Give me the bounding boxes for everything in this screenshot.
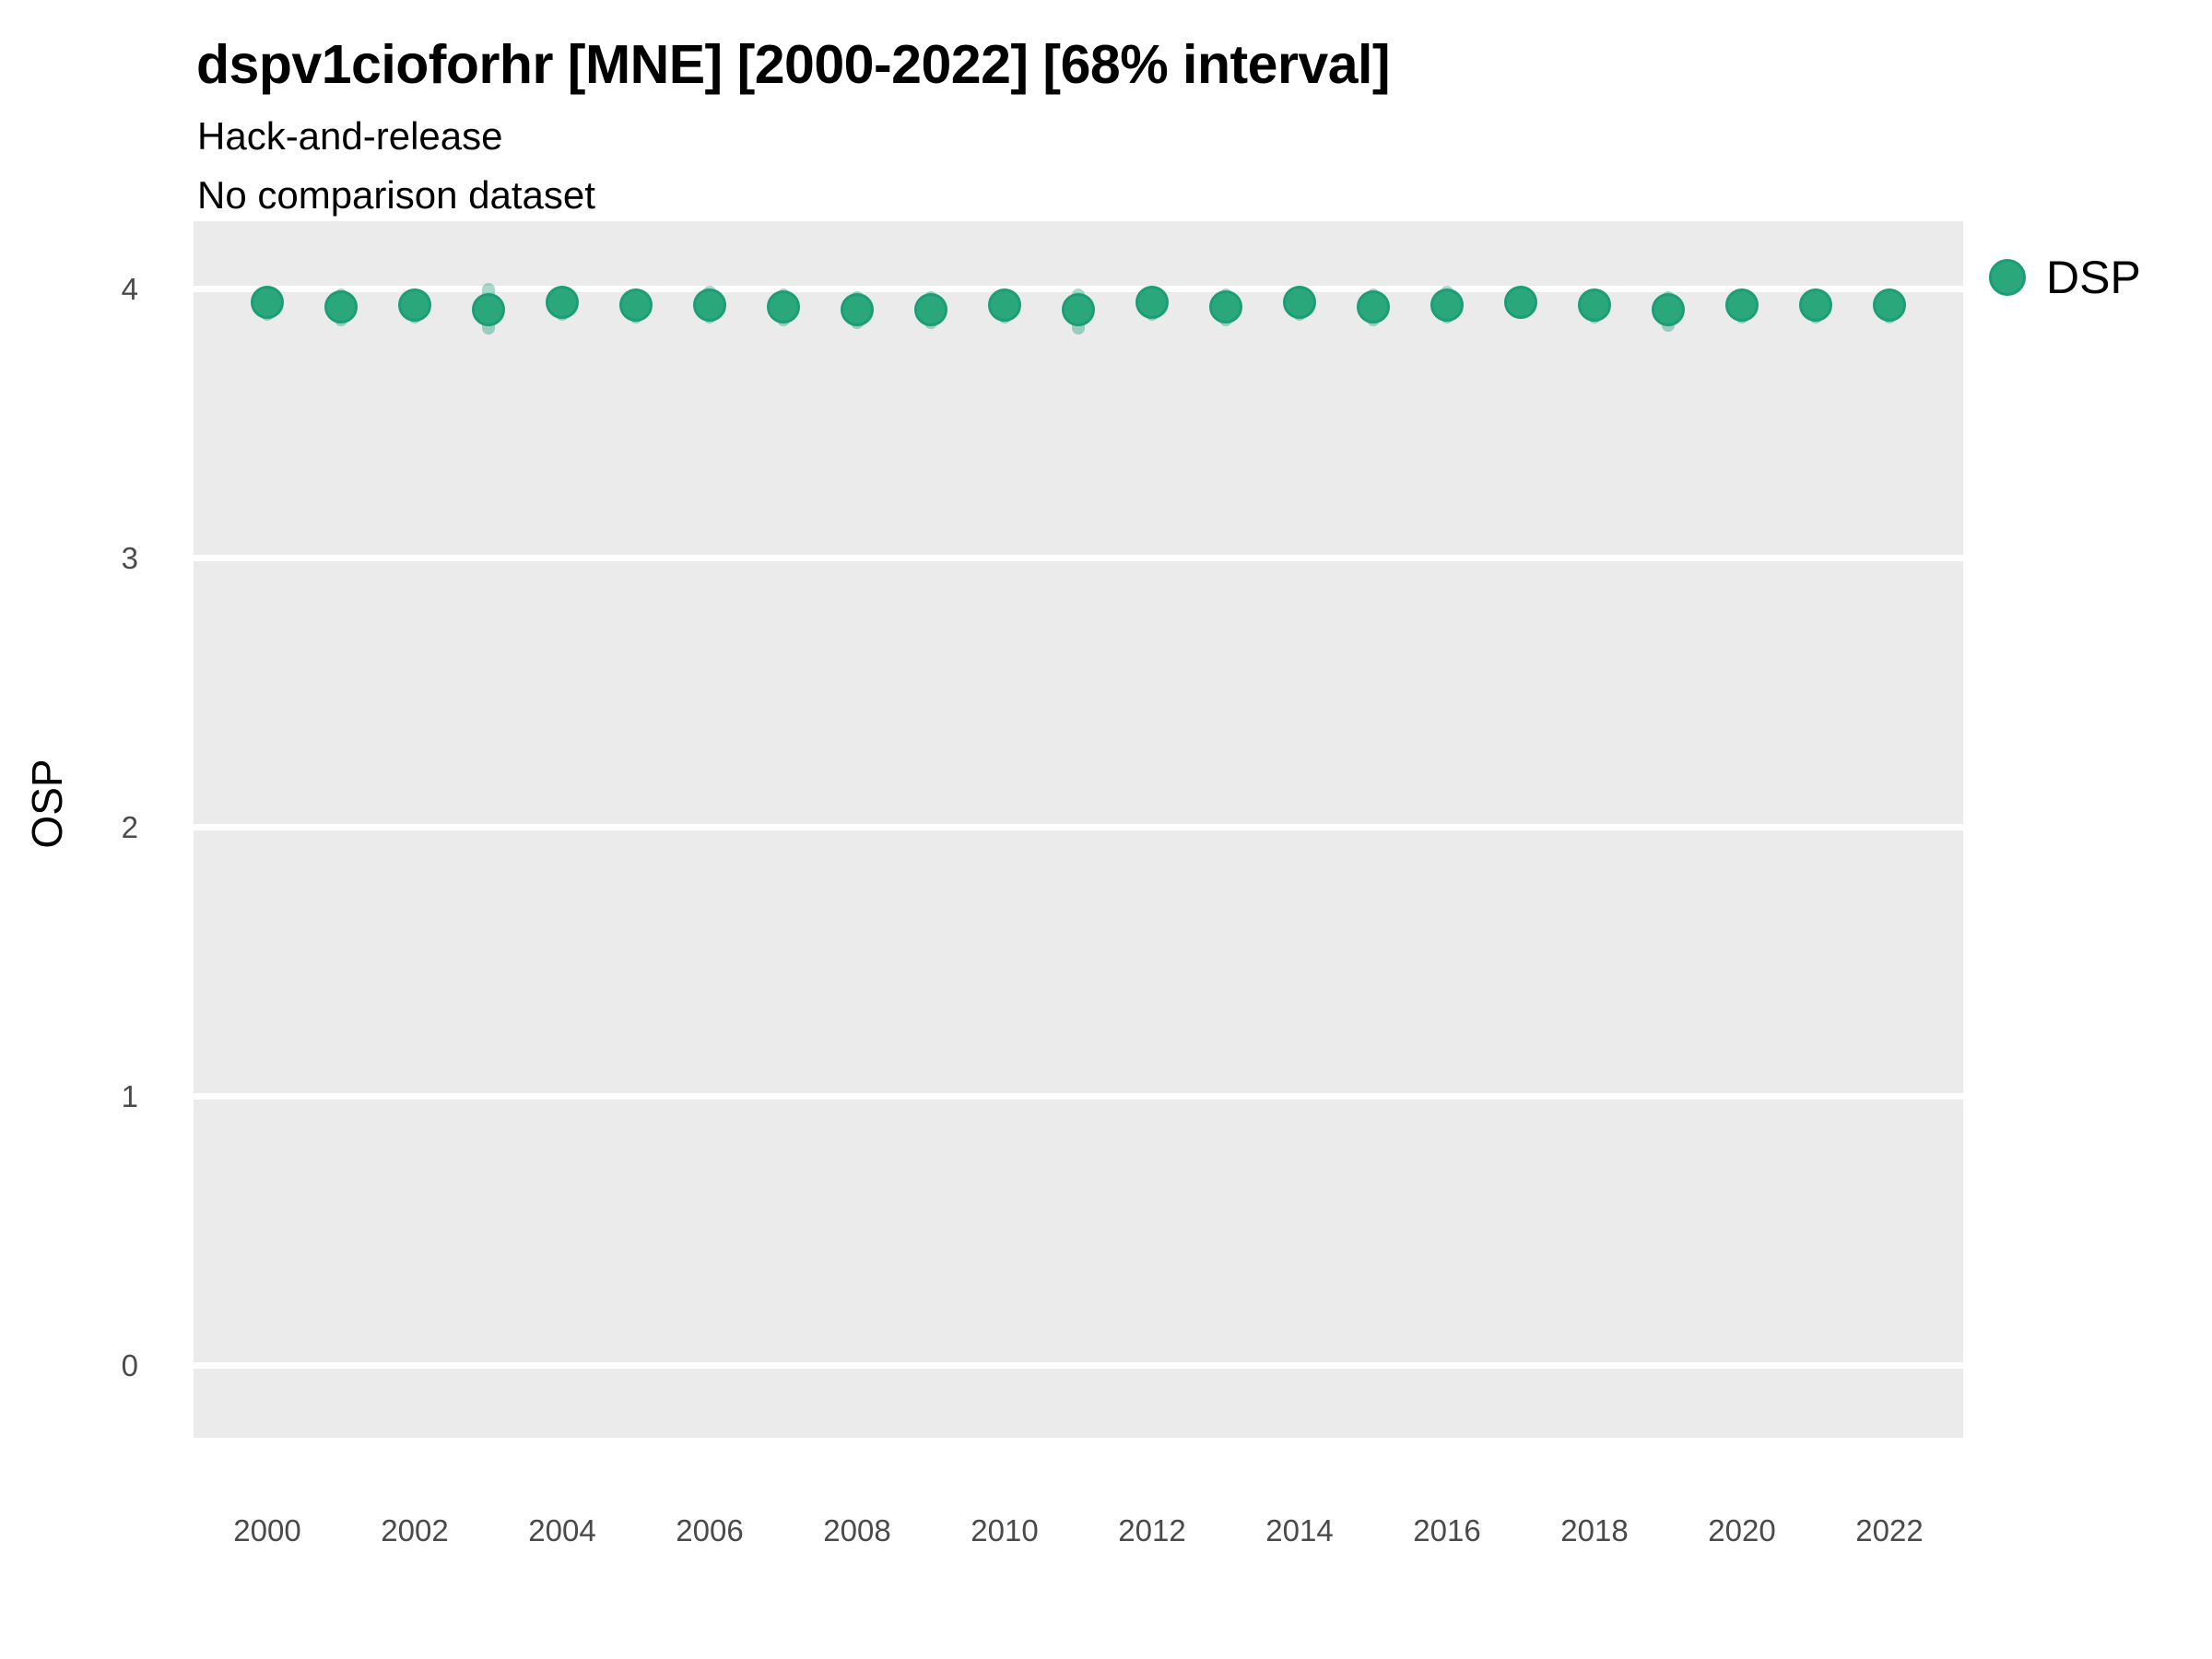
data-point-dsp-2007 <box>767 290 800 324</box>
data-point-dsp-2008 <box>841 293 874 327</box>
y-tick-label-4: 4 <box>121 272 138 306</box>
chart-subtitle: Hack-and-release <box>197 114 503 158</box>
data-point-dsp-2001 <box>324 290 358 324</box>
data-point-dsp-2003 <box>472 293 505 327</box>
data-point-dsp-2012 <box>1135 285 1169 319</box>
x-tick-label-2002: 2002 <box>381 1513 449 1547</box>
x-tick-label-2000: 2000 <box>233 1513 301 1547</box>
data-point-dsp-2002 <box>398 288 431 322</box>
x-tick-label-2016: 2016 <box>1413 1513 1481 1547</box>
x-tick-label-2010: 2010 <box>971 1513 1039 1547</box>
x-tick-label-2006: 2006 <box>676 1513 744 1547</box>
x-tick-label-2018: 2018 <box>1560 1513 1629 1547</box>
plot-panel <box>194 221 1963 1438</box>
x-tick-label-2020: 2020 <box>1708 1513 1776 1547</box>
legend-marker-dsp <box>1989 259 2026 296</box>
gridline-y-4 <box>194 285 1963 292</box>
data-point-dsp-2014 <box>1283 285 1316 319</box>
chart-subtitle-secondary: No comparison dataset <box>197 173 595 217</box>
legend: DSP <box>1989 254 2141 300</box>
x-tick-label-2014: 2014 <box>1265 1513 1334 1547</box>
data-point-dsp-2013 <box>1209 290 1242 324</box>
data-point-dsp-2009 <box>914 293 947 327</box>
y-tick-label-0: 0 <box>121 1348 138 1383</box>
gridline-y-0 <box>194 1361 1963 1369</box>
data-point-dsp-2018 <box>1578 288 1611 322</box>
data-point-dsp-2016 <box>1430 288 1464 322</box>
data-point-dsp-2010 <box>988 288 1021 322</box>
data-point-dsp-2005 <box>619 288 653 322</box>
data-point-dsp-2020 <box>1725 288 1759 322</box>
x-tick-label-2012: 2012 <box>1118 1513 1186 1547</box>
gridline-y-2 <box>194 823 1963 830</box>
data-point-dsp-2000 <box>251 285 284 319</box>
y-tick-label-3: 3 <box>121 541 138 576</box>
data-point-dsp-2022 <box>1873 288 1906 322</box>
legend-label-dsp: DSP <box>2046 252 2141 303</box>
y-tick-label-2: 2 <box>121 810 138 845</box>
gridline-y-1 <box>194 1092 1963 1100</box>
x-tick-label-2022: 2022 <box>1855 1513 1924 1547</box>
gridline-y-3 <box>194 554 1963 561</box>
data-point-dsp-2021 <box>1799 288 1832 322</box>
x-tick-label-2004: 2004 <box>528 1513 596 1547</box>
x-tick-label-2008: 2008 <box>823 1513 891 1547</box>
data-point-dsp-2019 <box>1652 293 1685 327</box>
data-point-dsp-2011 <box>1062 293 1095 327</box>
chart-title: dspv1cioforhr [MNE] [2000-2022] [68% int… <box>196 34 1391 95</box>
data-point-dsp-2015 <box>1357 290 1390 324</box>
data-point-dsp-2017 <box>1504 285 1537 319</box>
data-point-dsp-2004 <box>546 285 579 319</box>
data-point-dsp-2006 <box>693 288 726 322</box>
y-tick-label-1: 1 <box>121 1079 138 1114</box>
